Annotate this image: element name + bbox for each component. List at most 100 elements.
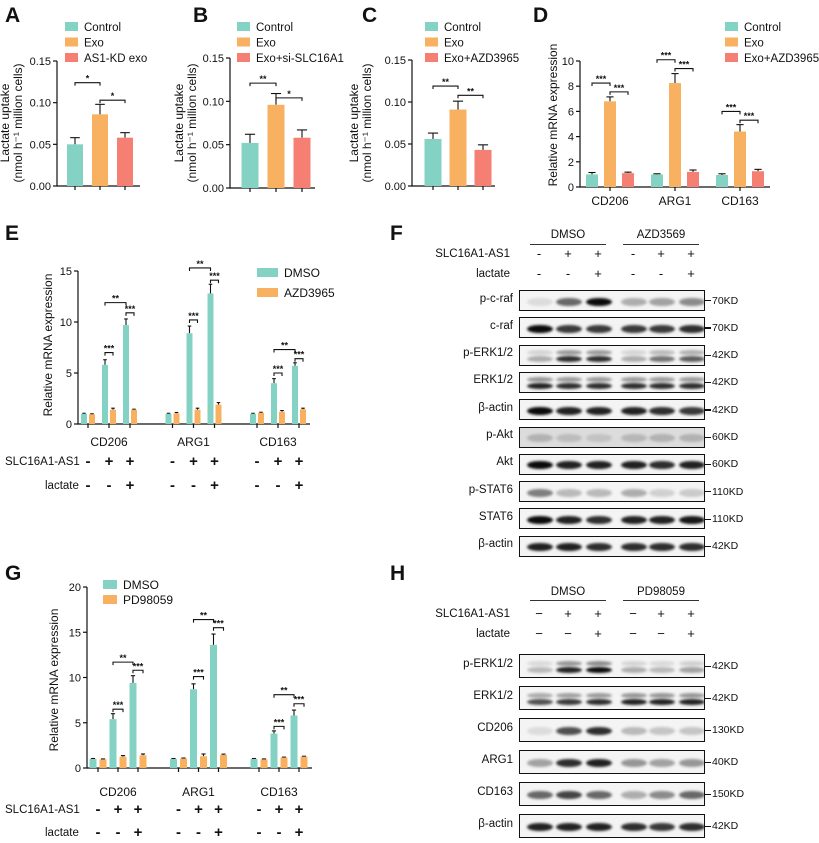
significance-bracket xyxy=(273,694,295,698)
condition-row-label: SLC16A1-AS1 xyxy=(435,608,510,620)
bar xyxy=(258,412,264,424)
significance-bracket xyxy=(457,94,484,99)
bar xyxy=(687,171,699,187)
y-axis-label: Lactate uptake xyxy=(0,83,12,162)
legend-swatch xyxy=(425,22,438,31)
significance-label: ** xyxy=(196,259,204,269)
blot-band xyxy=(621,791,647,799)
condition-sign: + xyxy=(594,606,602,621)
legend-label: Control xyxy=(744,22,781,34)
y-tick-label: 6 xyxy=(568,106,574,118)
blot-band xyxy=(556,324,582,333)
category-label: CD163 xyxy=(721,194,759,208)
blot-band xyxy=(649,376,675,382)
y-axis-label: Relative mRNA expression xyxy=(41,274,55,417)
y-tick-label: 0.00 xyxy=(30,181,51,193)
condition-sign: - xyxy=(630,246,636,261)
significance-label: ** xyxy=(467,86,475,96)
blot-band xyxy=(649,461,675,470)
blot-band xyxy=(621,406,647,415)
y-axis-label: Relative mRNA expression xyxy=(47,609,61,752)
legend-swatch xyxy=(65,53,78,62)
significance-bracket xyxy=(294,358,304,362)
treatment-group-label: DMSO xyxy=(550,229,586,241)
panel-label: B xyxy=(193,4,209,27)
blot-band xyxy=(621,297,647,306)
condition-sign: + xyxy=(564,246,572,261)
blot-band xyxy=(527,434,553,442)
bar xyxy=(271,383,277,424)
blot-band xyxy=(679,488,704,497)
condition-sign: + xyxy=(295,801,304,818)
blot-band xyxy=(621,699,647,705)
significance-bracket xyxy=(591,82,611,87)
blot-protein-label: ERK1/2 xyxy=(473,374,513,387)
significance-label: *** xyxy=(744,111,755,121)
bar xyxy=(165,413,172,424)
significance-label: ** xyxy=(259,74,267,84)
blot-band xyxy=(527,349,553,355)
condition-sign: + xyxy=(214,801,223,818)
blot-band xyxy=(527,515,553,524)
bar xyxy=(241,142,259,188)
blot-band xyxy=(556,727,582,735)
treatment-group-label: DMSO xyxy=(550,586,586,598)
bar xyxy=(300,756,308,768)
significance-label: *** xyxy=(274,717,285,727)
bar xyxy=(92,114,108,186)
blot-band xyxy=(527,406,553,415)
condition-sign: + xyxy=(295,453,304,470)
condition-row-label: lactate xyxy=(45,827,79,839)
significance-bracket xyxy=(273,725,285,730)
blot-band xyxy=(621,461,647,470)
significance-bracket xyxy=(293,703,305,707)
significance-bracket xyxy=(656,59,676,63)
treatment-group-line xyxy=(623,244,699,246)
bar xyxy=(669,83,681,187)
bar xyxy=(102,364,108,424)
condition-sign: − xyxy=(535,606,543,621)
blot-band xyxy=(679,667,704,673)
legend-swatch xyxy=(237,53,250,62)
significance-label: ** xyxy=(280,686,288,696)
y-tick-label: 0.05 xyxy=(30,139,51,151)
bar xyxy=(267,104,285,188)
legend-swatch xyxy=(425,53,438,62)
blot-band xyxy=(527,297,553,306)
blot-band xyxy=(679,297,704,306)
bar xyxy=(734,131,746,187)
legend-label: Control xyxy=(444,22,481,34)
blot-strip xyxy=(519,371,705,393)
blot-band xyxy=(621,488,647,497)
blot-strip xyxy=(519,782,705,806)
panel-label: D xyxy=(533,4,549,27)
blot-strip xyxy=(519,290,705,311)
bar xyxy=(131,409,137,424)
bar xyxy=(293,137,311,188)
panel-label: H xyxy=(390,562,406,585)
category-label: CD206 xyxy=(90,435,128,449)
significance-label: *** xyxy=(273,364,284,374)
blot-strip xyxy=(519,399,705,421)
legend-label: DMSO xyxy=(284,266,320,280)
molecular-weight-label: 42KD xyxy=(705,376,738,388)
legend-swatch xyxy=(65,22,78,31)
significance-label: *** xyxy=(294,695,305,705)
blot-protein-label: p-ERK1/2 xyxy=(463,347,513,360)
significance-bracket xyxy=(188,267,212,271)
blot-band xyxy=(527,727,553,735)
blot-band xyxy=(586,349,612,355)
blot-band xyxy=(649,297,675,306)
condition-sign: - xyxy=(257,824,262,841)
bar xyxy=(220,754,227,768)
bar xyxy=(123,325,129,424)
blot-band xyxy=(679,759,704,767)
blot-band xyxy=(527,376,553,382)
bar xyxy=(67,144,83,186)
blot-band xyxy=(586,356,612,363)
y-tick-label: 0.00 xyxy=(203,183,224,195)
legend-swatch xyxy=(65,37,78,47)
significance-bracket xyxy=(74,82,101,86)
molecular-weight-label: 70KD xyxy=(705,322,738,334)
